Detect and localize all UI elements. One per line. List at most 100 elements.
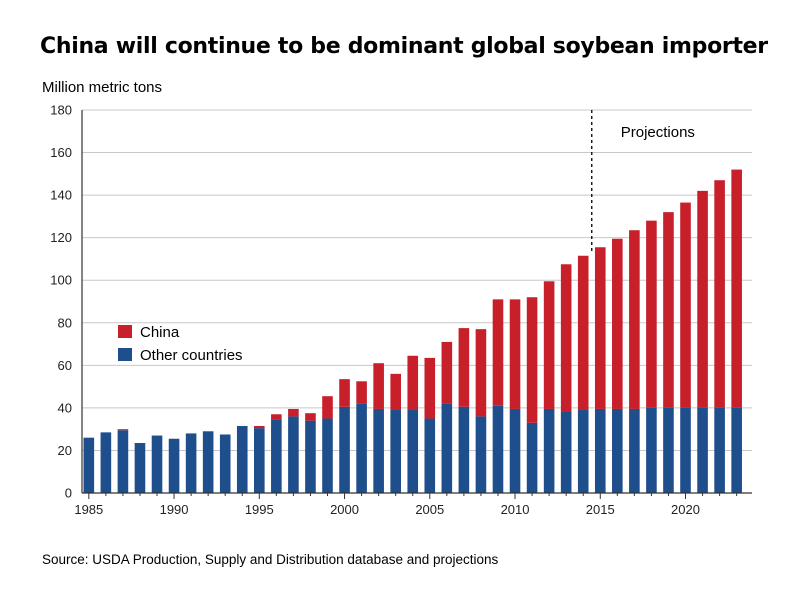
axes	[81, 110, 752, 494]
bar-china-2016	[612, 238, 623, 409]
bar-china-2005	[424, 357, 436, 419]
bar-other-1992	[202, 431, 214, 493]
bar-other-2003	[390, 410, 401, 493]
bar-china-2015	[594, 247, 606, 409]
y-tick-label: 120	[50, 230, 72, 245]
bar-other-1993	[219, 434, 231, 493]
bar-other-2007	[458, 406, 470, 493]
bar-other-2018	[646, 407, 657, 493]
bar-china-2012	[543, 281, 555, 409]
x-tick-label: 1990	[160, 502, 189, 517]
legend-label-other-countries: Other countries	[140, 347, 243, 364]
bar-china-2020	[680, 202, 691, 408]
legend: China Other countries	[118, 324, 243, 364]
bar-china-2019	[663, 212, 674, 408]
y-tick-label: 100	[50, 273, 72, 288]
bar-other-1988	[134, 443, 146, 493]
y-axis-ticks: 0 20 40 60 80 100 120 140 160 180	[50, 103, 72, 501]
legend-label-china: China	[140, 324, 180, 341]
legend-swatch-china	[118, 325, 132, 338]
bar-other-2002	[373, 408, 384, 493]
y-tick-label: 160	[50, 145, 72, 160]
y-tick-label: 20	[58, 443, 72, 458]
bar-other-2023	[731, 407, 742, 493]
projections-annotation: Projections	[591, 110, 695, 253]
y-tick-label: 40	[58, 400, 72, 415]
x-tick-label: 2015	[586, 502, 615, 517]
bar-china-1996	[271, 414, 282, 420]
bar-china-2023	[731, 169, 742, 408]
bar-other-1995	[254, 428, 265, 493]
x-axis-ticks: 1985 1990 1995 2000 2005 2010 2015 2020	[74, 493, 738, 517]
bar-other-2011	[526, 422, 538, 493]
y-tick-label: 80	[58, 315, 72, 330]
bar-china-2022	[714, 180, 725, 408]
bars	[83, 169, 742, 493]
x-tick-label: 2020	[671, 502, 700, 517]
y-tick-label: 0	[65, 486, 72, 501]
bar-other-2013	[560, 411, 572, 493]
chart-title: China will continue to be dominant globa…	[40, 34, 768, 59]
y-axis-label: Million metric tons	[42, 79, 163, 96]
x-tick-label: 1985	[74, 502, 103, 517]
bar-china-2004	[407, 355, 419, 411]
bar-china-2009	[492, 299, 504, 406]
bar-china-2007	[458, 328, 470, 407]
bar-china-2017	[629, 230, 640, 409]
bar-china-2014	[577, 255, 589, 411]
bar-china-2006	[441, 341, 453, 404]
bar-china-1998	[305, 413, 316, 421]
bar-other-1986	[100, 432, 112, 493]
bar-other-2005	[424, 418, 436, 493]
bar-other-2001	[356, 403, 367, 493]
y-tick-label: 140	[50, 188, 72, 203]
bar-other-2022	[714, 407, 725, 493]
bar-other-1996	[271, 419, 282, 493]
bar-other-2000	[339, 406, 350, 493]
x-tick-label: 1995	[245, 502, 274, 517]
bar-other-2020	[680, 407, 691, 493]
bar-china-2010	[509, 299, 521, 409]
bar-china-1999	[322, 396, 333, 419]
bar-china-2008	[475, 329, 487, 417]
bar-other-2012	[543, 408, 555, 493]
bar-other-2008	[475, 416, 487, 493]
bar-china-1995	[254, 425, 265, 429]
bar-other-1985	[83, 437, 95, 493]
source-note: Source: USDA Production, Supply and Dist…	[42, 552, 499, 567]
bar-other-2009	[492, 405, 504, 493]
y-tick-label: 60	[58, 358, 72, 373]
bar-other-1990	[168, 438, 180, 493]
x-tick-label: 2010	[501, 502, 530, 517]
bar-other-1987	[117, 430, 129, 493]
bar-other-2016	[612, 408, 623, 493]
bar-china-2001	[356, 381, 367, 404]
bar-other-1991	[185, 433, 197, 493]
bar-other-1994	[236, 425, 248, 493]
bar-other-2017	[629, 408, 640, 493]
bar-other-2015	[594, 408, 606, 493]
bar-other-2019	[663, 407, 674, 493]
x-tick-label: 2005	[415, 502, 444, 517]
y-tick-label: 180	[50, 103, 72, 118]
projections-label: Projections	[621, 124, 695, 141]
bar-china-2002	[373, 363, 384, 409]
bar-china-1987	[117, 429, 129, 431]
bar-china-1997	[288, 408, 299, 417]
bar-china-2003	[390, 373, 401, 411]
bar-china-2011	[526, 297, 538, 423]
bar-other-2014	[577, 410, 589, 493]
bar-other-2010	[509, 408, 521, 493]
bar-china-2018	[646, 220, 657, 408]
bar-china-2013	[560, 264, 572, 412]
bar-china-2021	[697, 190, 708, 408]
legend-swatch-other-countries	[118, 348, 132, 361]
bar-other-1999	[322, 418, 333, 493]
bar-other-1997	[288, 416, 299, 493]
bar-other-2021	[697, 407, 708, 493]
bar-other-2006	[441, 403, 453, 493]
bar-other-1998	[305, 420, 316, 493]
bar-other-1989	[151, 435, 163, 493]
x-tick-label: 2000	[330, 502, 359, 517]
